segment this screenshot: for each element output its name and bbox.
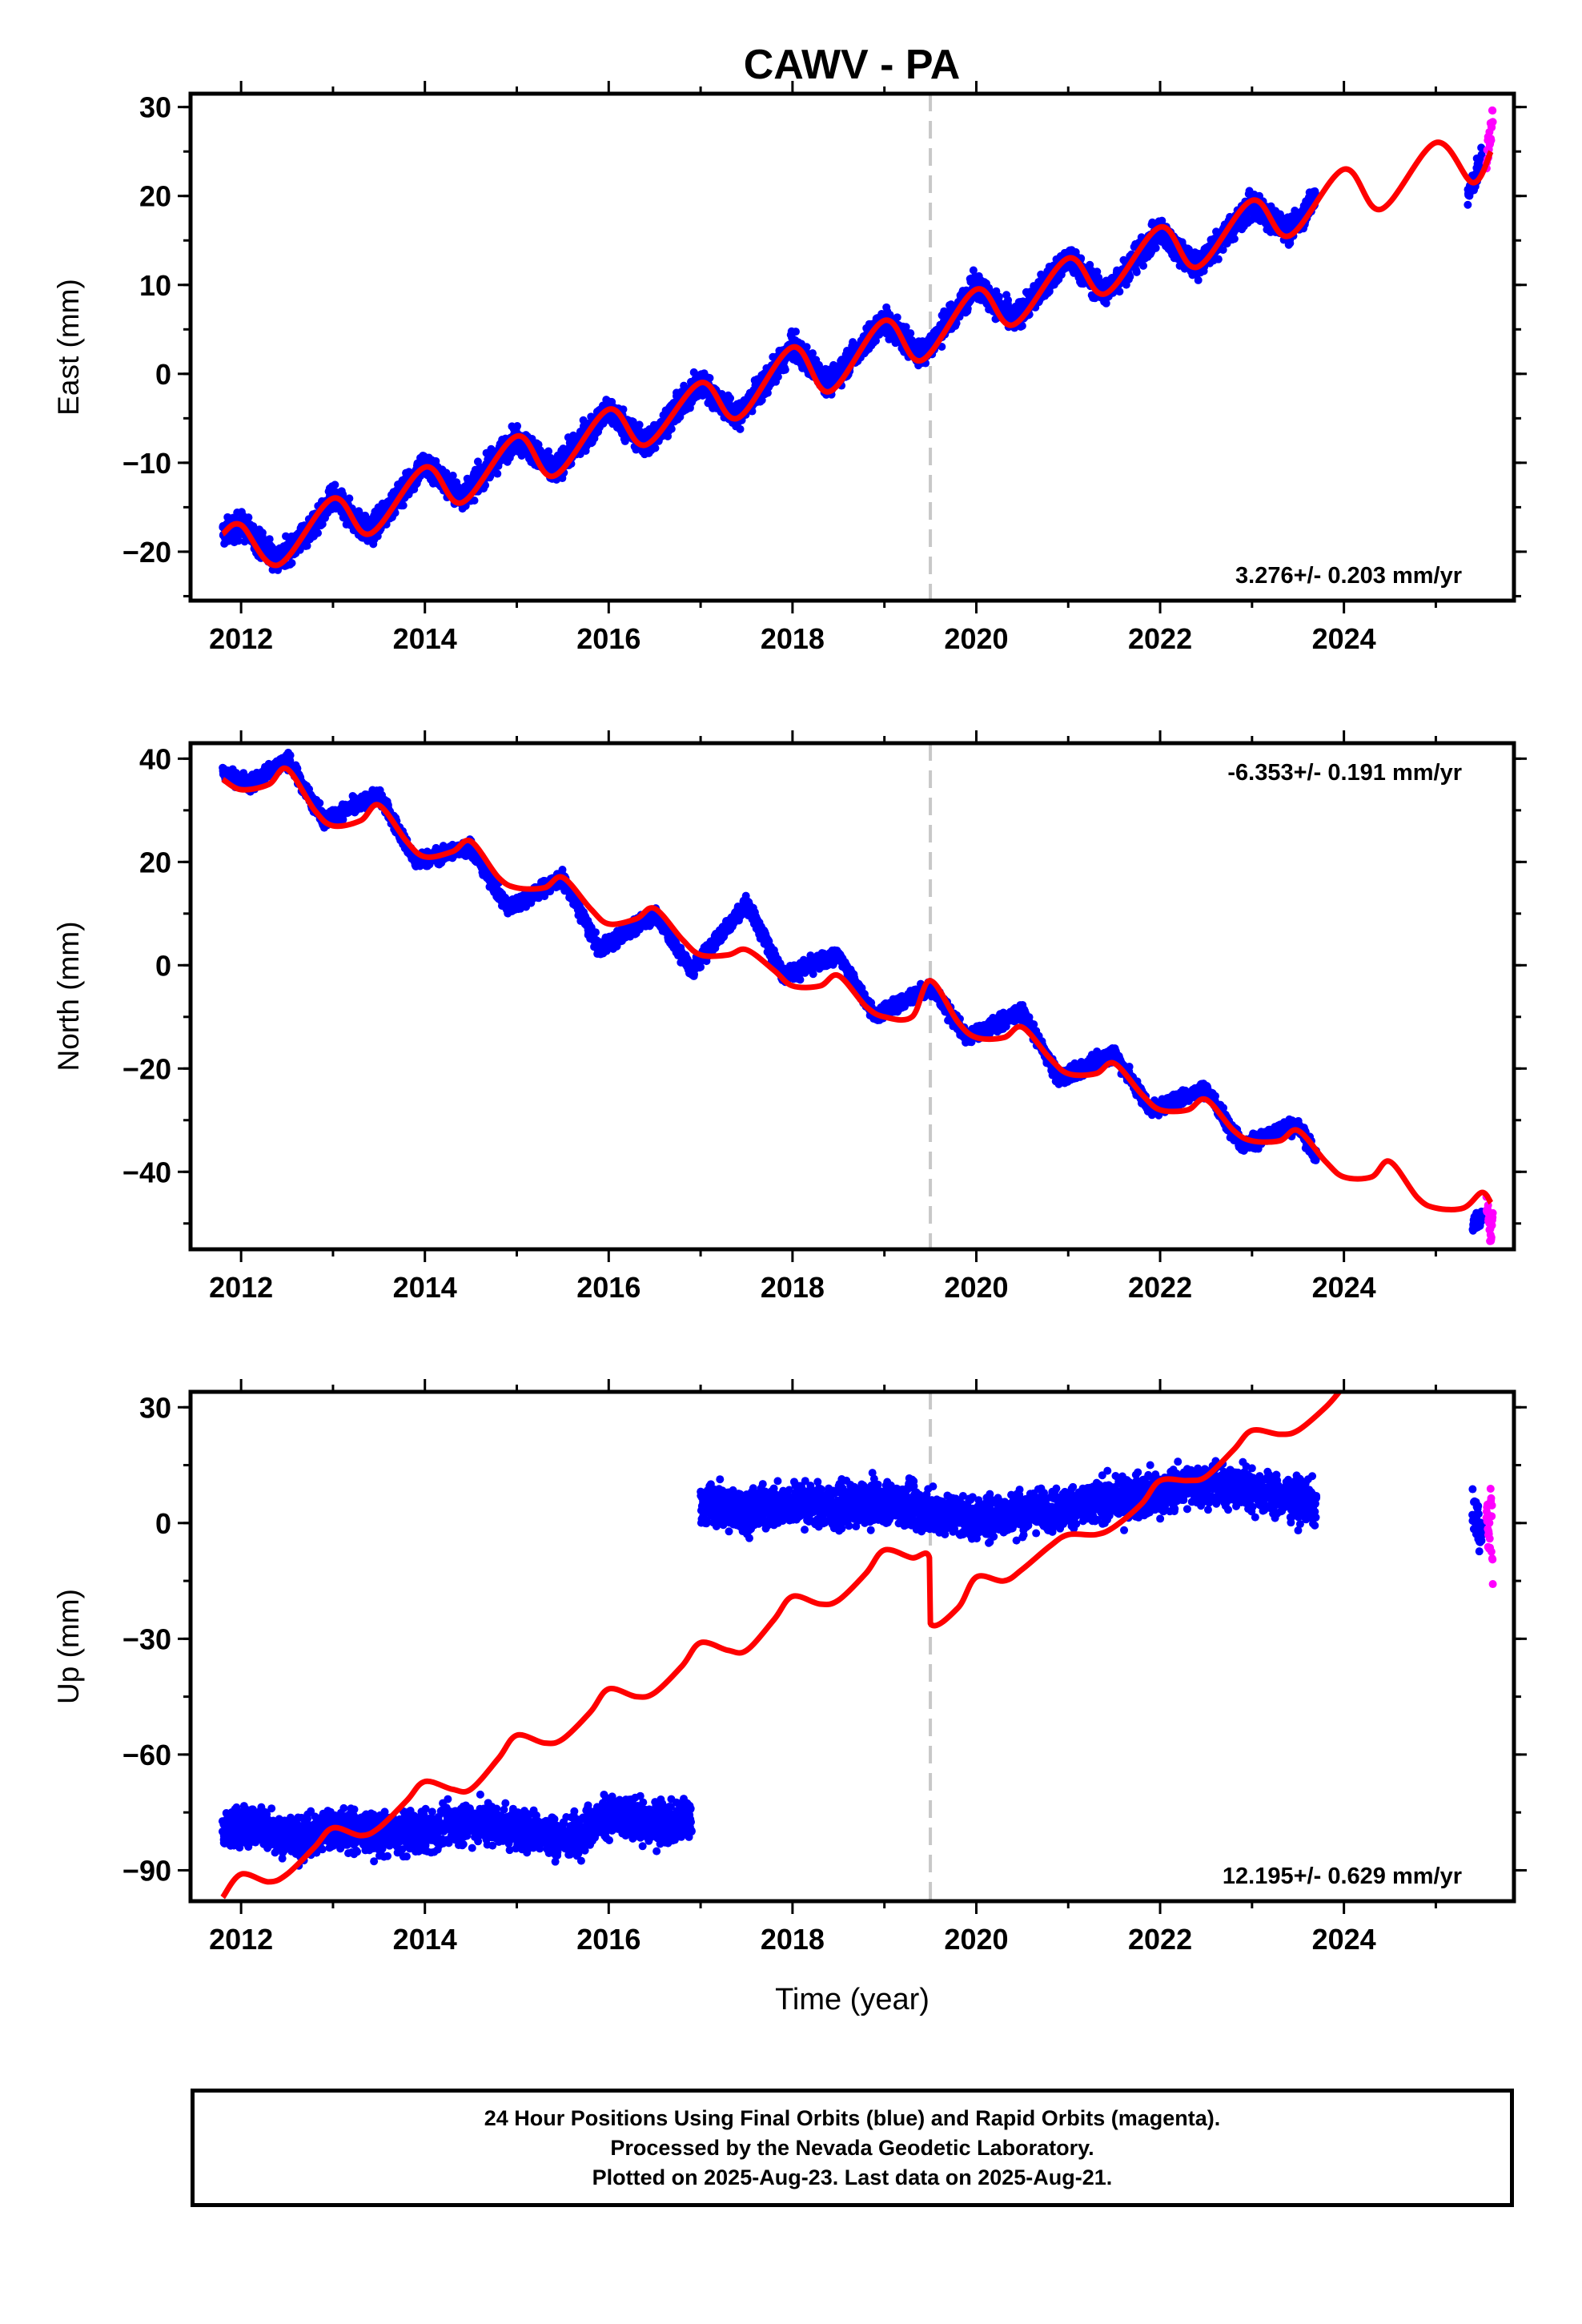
plot-area-east <box>219 94 1497 601</box>
data-point-final <box>1230 235 1239 243</box>
data-point-final <box>287 559 296 568</box>
data-point-final <box>619 405 628 414</box>
data-point-final <box>901 323 910 332</box>
data-point-final <box>265 535 274 544</box>
data-point-final <box>331 480 339 489</box>
data-point-final <box>906 329 915 338</box>
data-point-final <box>314 529 323 537</box>
data-point-final <box>244 513 253 522</box>
data-point-final <box>513 422 522 431</box>
data-point-final <box>620 436 629 445</box>
data-point-final <box>1132 267 1141 276</box>
data-point-final <box>736 424 745 433</box>
data-point-final <box>345 494 354 503</box>
data-point-final <box>234 537 243 545</box>
panel-east: 2012 2014 2016 2018 2020 2022 2024−20−10010203… <box>52 81 1527 655</box>
chart-title: CAWV - PA <box>744 42 961 88</box>
data-point-final <box>809 349 817 358</box>
data-point-final <box>871 336 880 345</box>
data-point-final <box>994 292 1003 301</box>
data-point-final <box>635 420 644 429</box>
data-point-final <box>1194 275 1203 284</box>
data-point-final <box>1139 261 1148 270</box>
data-point-final <box>399 501 408 510</box>
data-point-final <box>493 469 502 478</box>
data-point-final <box>651 444 660 452</box>
data-point-final <box>791 328 800 336</box>
data-point-final <box>893 313 901 322</box>
data-point-final <box>781 365 789 374</box>
data-point-final <box>1126 272 1134 281</box>
data-point-final <box>705 374 714 383</box>
data-point-final <box>1018 321 1026 330</box>
data-point-final <box>726 394 735 403</box>
data-point-final <box>938 343 946 352</box>
data-point-final <box>470 497 479 505</box>
panels: 2012 2014 2016 2018 2020 2022 2024−20−10010203… <box>52 81 1527 2016</box>
data-point-final <box>318 520 327 529</box>
data-point-final <box>969 266 978 275</box>
data-point-final <box>544 447 553 456</box>
data-point-final <box>1214 255 1223 263</box>
data-point-final <box>773 372 782 381</box>
data-point-final <box>448 471 457 480</box>
data-point-final <box>802 343 811 352</box>
data-point-final <box>1115 287 1124 296</box>
data-point-final <box>667 424 676 433</box>
data-point-final <box>1004 296 1013 304</box>
